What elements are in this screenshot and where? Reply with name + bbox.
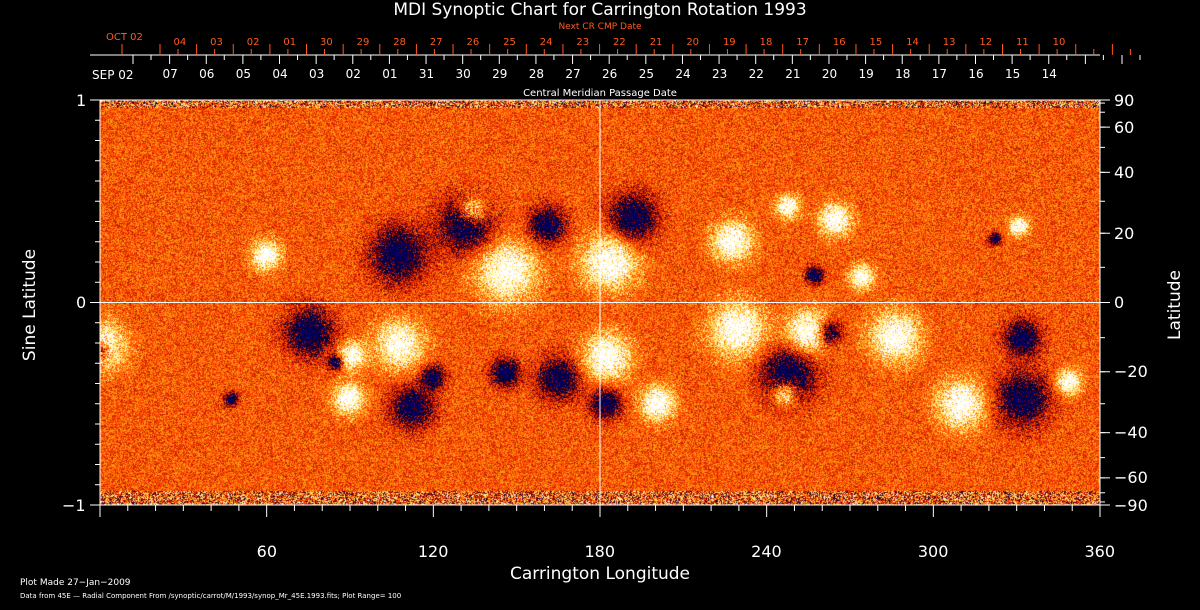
x-tick-label: 240 [751,541,782,561]
y-right-tick-label: 40 [1114,162,1135,182]
next-cr-date: 24 [539,36,553,48]
top-axis-date: 17 [931,67,947,81]
next-cr-date: 19 [722,36,736,48]
y-left-tick-label: 1 [76,90,87,110]
data-source: Data from 45E — Radial Component From /s… [20,592,402,600]
x-tick-label: 360 [1084,541,1116,561]
top-axis-date: 23 [711,67,728,81]
next-cr-date: 15 [869,36,883,48]
top-axis-date: 15 [1004,67,1021,81]
top-axis-date: 28 [528,67,545,81]
top-axis-title: Central Meridian Passage Date [523,88,677,99]
x-tick-label: 300 [917,541,949,561]
next-cr-date: 18 [759,36,773,48]
next-cr-date: 25 [503,36,516,48]
top-axis-date: 04 [272,67,288,81]
top-axis-date: 20 [821,67,838,81]
next-cr-date: 23 [576,36,590,48]
top-axis-start: SEP 02 [92,68,134,82]
next-cr-date: 29 [356,36,370,48]
y-left-tick-label: 0 [76,293,87,312]
y-axis-label-right: Latitude [1165,270,1185,340]
top-axis-date: 31 [418,67,435,81]
top-axis-date: 19 [858,67,874,81]
top-axis-date: 03 [309,67,325,81]
chart-title: MDI Synoptic Chart for Carrington Rotati… [393,0,807,20]
next-cr-date: 20 [686,36,700,48]
top-axis-date: 01 [382,67,398,81]
next-cr-date: 28 [393,36,406,48]
y-right-tick-label: 0 [1114,293,1125,312]
next-cr-date: 21 [649,36,663,48]
top-axis-date: 14 [1041,67,1057,81]
top-axis-date: 24 [675,67,691,81]
top-axis-date: 29 [492,67,508,81]
top-axis-date: 16 [968,67,984,81]
top-axis-date: 07 [162,67,178,81]
top-axis-date: 27 [565,67,581,81]
top-axis-date: 02 [345,67,361,81]
top-axis-date: 21 [785,67,801,81]
x-axis-label: Carrington Longitude [509,564,691,584]
top-axis-date: 26 [602,67,618,81]
next-cr-date: 04 [173,36,187,48]
next-cr-title: Next CR CMP Date [558,22,642,32]
x-tick-label: 120 [417,541,449,561]
next-cr-date: 10 [1052,36,1066,48]
next-cr-date: 02 [246,36,260,48]
y-right-tick-label: −60 [1114,468,1148,488]
x-tick-label: 180 [584,541,616,561]
top-axis-date: 06 [199,67,215,81]
next-cr-date: 17 [796,36,809,48]
next-cr-date: 01 [283,36,297,48]
next-cr-date: 30 [320,36,333,48]
plot-made-date: Plot Made 27−Jan−2009 [20,578,131,588]
next-cr-date: 03 [210,36,223,48]
top-axis-date: 25 [638,67,654,81]
next-cr-date: 14 [906,36,919,48]
y-right-tick-label: −90 [1114,495,1148,515]
next-cr-date: 13 [942,36,956,48]
y-right-tick-label: 90 [1114,90,1135,110]
top-axis-date: 18 [895,67,911,81]
x-tick-label: 60 [256,541,278,561]
next-cr-date: 26 [466,36,480,48]
top-axis-date: 30 [455,67,471,81]
next-cr-date: 12 [979,36,993,48]
top-axis-date: 05 [235,67,252,81]
top-axis-date: 22 [748,67,764,81]
next-cr-date: 16 [832,36,846,48]
next-cr-date: 11 [1015,36,1029,48]
y-right-tick-label: 20 [1114,223,1135,243]
y-right-tick-label: −40 [1114,423,1148,443]
next-cr-start: OCT 02 [106,32,143,43]
y-axis-label-left: Sine Latitude [20,248,40,362]
next-cr-date: 22 [613,36,626,48]
y-right-tick-label: −20 [1114,362,1148,382]
y-right-tick-label: 60 [1114,117,1135,137]
next-cr-date: 27 [429,36,443,48]
y-left-tick-label: −1 [62,495,86,515]
